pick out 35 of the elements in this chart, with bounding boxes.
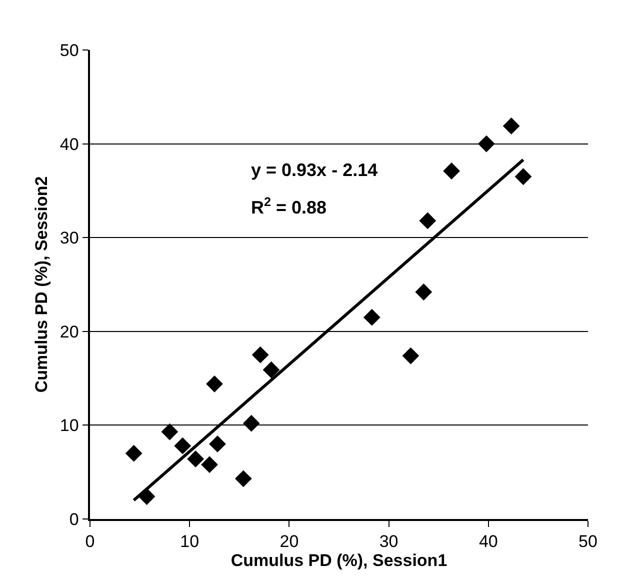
point <box>187 450 204 468</box>
point <box>443 162 460 180</box>
point <box>161 423 178 440</box>
y-tick-label: 30 <box>60 228 79 248</box>
point <box>363 308 380 326</box>
x-tick-label: 40 <box>478 532 498 552</box>
point <box>209 436 226 452</box>
annotation: y = 0.93x - 2.14 <box>251 160 378 180</box>
y-axis-title: Cumulus PD (%), Session2 <box>32 176 51 393</box>
x-tick-label: 50 <box>578 532 598 552</box>
point <box>206 375 223 392</box>
point <box>174 437 192 454</box>
x-tick-label: 30 <box>379 532 398 552</box>
x-tick-label: 0 <box>85 532 95 552</box>
point <box>402 347 420 364</box>
point <box>252 346 269 364</box>
annotation: R$^{2}$ = 0.88 <box>251 195 327 218</box>
x-tick-label: 10 <box>180 532 200 552</box>
y-tick-label: 0 <box>69 510 79 529</box>
point <box>201 456 218 474</box>
x-axis-title: Cumulus PD (%), Session1 <box>230 551 448 570</box>
point <box>502 118 520 134</box>
y-tick-label: 20 <box>60 322 79 342</box>
y-tick-label: 50 <box>60 40 79 60</box>
point <box>262 361 280 378</box>
x-tick-label: 20 <box>280 532 299 552</box>
point <box>419 212 436 230</box>
point <box>415 284 432 300</box>
point <box>514 168 532 186</box>
point <box>234 470 252 488</box>
point <box>242 414 260 432</box>
y-tick-label: 10 <box>60 416 79 436</box>
y-tick-label: 40 <box>60 134 79 154</box>
point <box>125 444 142 462</box>
point <box>478 135 495 152</box>
